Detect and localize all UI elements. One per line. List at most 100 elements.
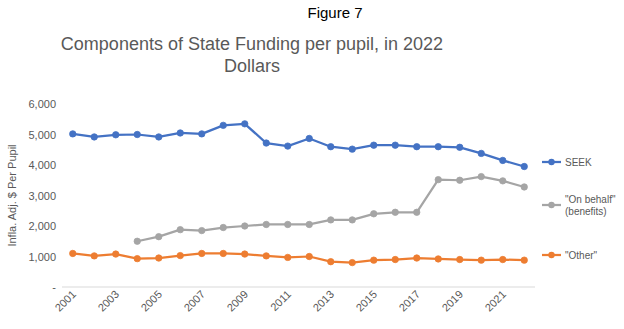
series-marker — [134, 255, 140, 261]
x-tick-label: 2021 — [482, 288, 508, 314]
legend-label: "Other" — [565, 250, 598, 261]
series-marker — [457, 144, 463, 150]
series-marker — [199, 250, 205, 256]
series-marker — [134, 238, 140, 244]
series-marker — [220, 224, 226, 230]
tick-mark — [59, 226, 62, 227]
text-line: "Other" — [565, 250, 598, 261]
chart-title: Components of State Funding per pupil, i… — [61, 34, 443, 76]
series-marker — [457, 256, 463, 262]
tick-mark — [59, 165, 62, 166]
y-tick-label: 1,000 — [28, 251, 56, 263]
x-tick-label: 2013 — [310, 288, 336, 314]
series-marker — [156, 233, 162, 239]
series-marker — [263, 221, 269, 227]
x-tick-label: 2005 — [138, 288, 164, 314]
series-marker — [435, 176, 441, 182]
series-marker — [263, 253, 269, 259]
series-marker — [177, 226, 183, 232]
series-marker — [500, 157, 506, 163]
series-marker — [70, 250, 76, 256]
series-marker — [199, 131, 205, 137]
series-marker — [91, 134, 97, 140]
series-line — [73, 124, 525, 167]
series-marker — [328, 144, 334, 150]
series-marker — [263, 140, 269, 146]
series-marker — [392, 209, 398, 215]
tick-mark — [59, 195, 62, 196]
series-marker — [371, 142, 377, 148]
series-marker — [478, 257, 484, 263]
series-marker — [349, 259, 355, 265]
series-marker — [285, 143, 291, 149]
series-marker — [435, 256, 441, 262]
series-marker — [371, 257, 377, 263]
legend-marker — [548, 159, 554, 165]
series-marker — [242, 121, 248, 127]
series-marker — [457, 177, 463, 183]
legend-marker — [548, 202, 554, 208]
series-marker — [306, 253, 312, 259]
series-marker — [328, 258, 334, 264]
series-marker — [177, 252, 183, 258]
y-tick-label: 3,000 — [28, 190, 56, 202]
series-marker — [306, 135, 312, 141]
series-marker — [414, 144, 420, 150]
tick-mark — [59, 134, 62, 135]
series-marker — [177, 130, 183, 136]
x-axis-line — [62, 287, 535, 288]
series-line — [137, 177, 524, 242]
series-marker — [500, 178, 506, 184]
chart: Figure 7 Components of State Funding per … — [0, 0, 624, 329]
legend-label: SEEK — [565, 157, 592, 168]
series-marker — [500, 256, 506, 262]
series-marker — [285, 221, 291, 227]
legend-marker — [548, 252, 554, 258]
series-marker — [414, 255, 420, 261]
x-tick-label: 2015 — [353, 288, 379, 314]
series-marker — [220, 122, 226, 128]
text-line: (benefits) — [565, 206, 607, 217]
y-tick-label: 6,000 — [28, 98, 56, 110]
x-tick-label: 2001 — [52, 288, 78, 314]
y-tick-label: 4,000 — [28, 159, 56, 171]
tick-mark — [59, 104, 62, 105]
y-axis-label: Infla. Adj. $ Per Pupil — [6, 144, 18, 246]
tick-mark — [59, 256, 62, 257]
y-tick-label: 5,000 — [28, 129, 56, 141]
series-marker — [91, 253, 97, 259]
y-tick-label: - — [52, 281, 56, 293]
text-line: Dollars — [224, 56, 280, 76]
x-tick-label: 2003 — [95, 288, 121, 314]
series-marker — [392, 256, 398, 262]
series-marker — [478, 150, 484, 156]
series-marker — [328, 217, 334, 223]
x-tick-label: 2007 — [181, 288, 207, 314]
series-marker — [199, 227, 205, 233]
series-marker — [435, 144, 441, 150]
y-tick-label: 2,000 — [28, 220, 56, 232]
series-marker — [371, 211, 377, 217]
figure-title: Figure 7 — [307, 4, 362, 21]
tick-mark — [59, 287, 62, 288]
series-marker — [349, 217, 355, 223]
series-marker — [521, 184, 527, 190]
series-marker — [306, 221, 312, 227]
legend-label: "On behalf"(benefits) — [565, 194, 616, 217]
series-marker — [113, 251, 119, 257]
series-marker — [414, 209, 420, 215]
text-line: SEEK — [565, 157, 592, 168]
text-line: Components of State Funding per pupil, i… — [61, 34, 443, 54]
series-marker — [349, 146, 355, 152]
series-marker — [521, 163, 527, 169]
text-line: "On behalf" — [565, 194, 616, 205]
series-marker — [478, 173, 484, 179]
series-marker — [242, 251, 248, 257]
series-marker — [242, 223, 248, 229]
x-tick-label: 2011 — [268, 288, 293, 313]
series-marker — [70, 131, 76, 137]
x-tick-label: 2009 — [224, 288, 250, 314]
series-marker — [113, 132, 119, 138]
x-tick-label: 2019 — [439, 288, 465, 314]
plot-area — [70, 121, 528, 266]
